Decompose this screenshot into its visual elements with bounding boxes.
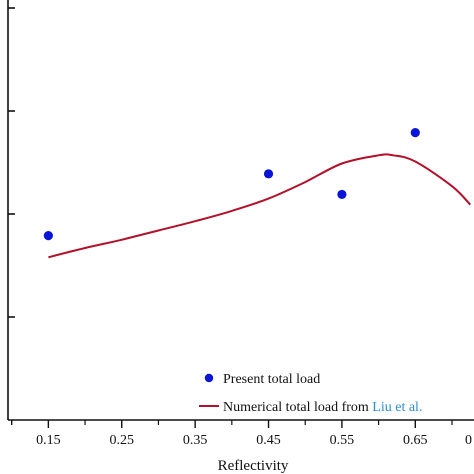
legend: Present total load Numerical total load …	[199, 372, 422, 415]
legend-label-numerical-total-load: Numerical total load from Liu et al.	[223, 400, 422, 415]
legend-marker-present-total-load	[204, 373, 214, 383]
x-axis-title: Reflectivity	[218, 458, 289, 474]
plot-area	[43, 128, 472, 259]
x-tick-label: 0.25	[109, 433, 134, 448]
data-point-present-total-load	[337, 189, 347, 200]
x-tick-label: 0	[465, 433, 472, 448]
x-tick-label: 0.35	[183, 433, 208, 448]
legend-label-present-total-load: Present total load	[223, 372, 320, 387]
data-point-present-total-load	[263, 169, 274, 179]
data-point-present-total-load	[410, 128, 420, 138]
x-tick-label: 0.15	[36, 433, 61, 448]
series-line-numerical-total-load	[48, 153, 472, 259]
x-tick-label: 0.55	[330, 433, 355, 448]
data-point-present-total-load	[43, 231, 53, 241]
x-tick-label: 0.45	[256, 433, 281, 448]
axes: 0.15 0.25 0.35 0.45 0.55 0.65 0	[7, 0, 474, 448]
x-tick-label: 0.65	[403, 433, 428, 448]
legend-label-prefix: Numerical total load from	[223, 400, 372, 415]
legend-citation-link[interactable]: Liu et al.	[372, 400, 422, 415]
